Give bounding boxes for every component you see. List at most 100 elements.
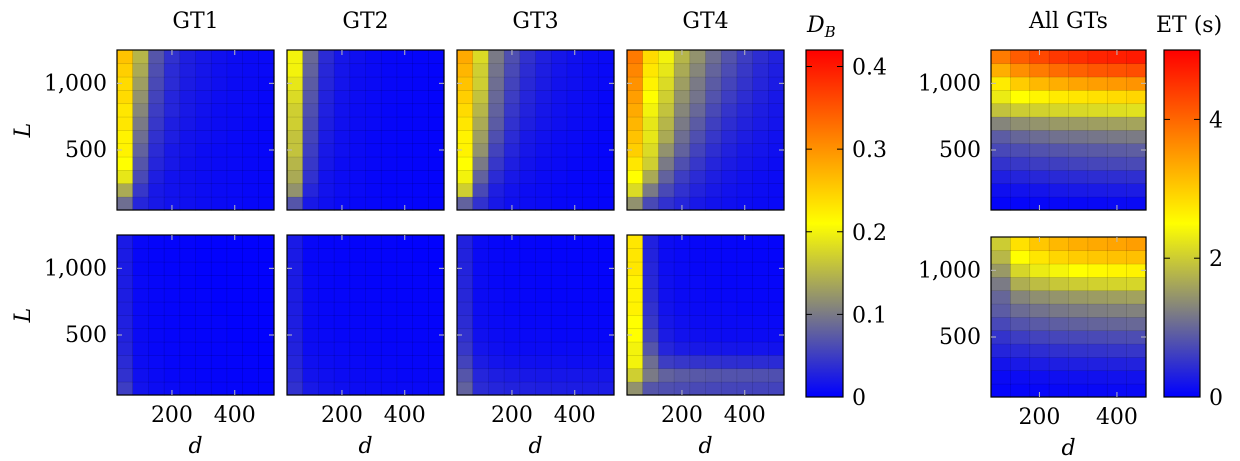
heatmap-cell — [349, 169, 367, 185]
heatmap-cell — [689, 183, 707, 198]
heatmap-cell — [412, 183, 430, 198]
heatmap-cell — [1010, 316, 1031, 332]
heatmap-cell — [626, 196, 644, 211]
heatmap-cell — [163, 354, 181, 370]
heatmap-cell — [752, 354, 769, 370]
heatmap-cell — [380, 103, 398, 118]
heatmap-cell — [210, 248, 228, 263]
heatmap-cell — [456, 381, 474, 396]
heatmap-cell — [456, 314, 474, 330]
heatmap-cell — [1068, 76, 1089, 91]
heatmap-cell — [380, 261, 398, 276]
heatmap-cell — [673, 89, 691, 105]
heatmap-cell — [736, 169, 754, 185]
heatmap-cell — [226, 116, 244, 131]
heatmap-cell — [257, 341, 275, 356]
heatmap-cell — [396, 143, 414, 158]
heatmap-cell — [597, 169, 615, 185]
heatmap-cell — [720, 116, 738, 131]
heatmap-cell — [226, 314, 244, 330]
heatmap-cell — [132, 341, 150, 356]
x-axis-label: d — [698, 434, 712, 459]
heatmap-cell — [503, 116, 521, 131]
heatmap-cell — [396, 76, 414, 91]
heatmap-cell — [503, 341, 521, 356]
heatmap-cell — [689, 156, 707, 171]
heatmap-cell — [396, 314, 414, 330]
heatmap-cell — [752, 129, 769, 145]
heatmap-cell — [396, 183, 414, 198]
colorbar-tick-label: 0 — [852, 386, 866, 411]
heatmap-cell — [535, 103, 552, 118]
heatmap-cell — [148, 103, 165, 118]
heatmap-cell — [503, 143, 521, 158]
heatmap-cell — [286, 314, 304, 330]
heatmap-cell — [163, 76, 181, 91]
heatmap-cell — [736, 183, 754, 198]
heatmap-cell — [179, 156, 197, 171]
heatmap-cell — [1010, 183, 1031, 198]
heatmap-cell — [550, 116, 568, 131]
heatmap-cell — [1087, 169, 1108, 185]
heatmap-cell — [396, 354, 414, 370]
heatmap-cell — [488, 248, 505, 263]
heatmap-cell — [132, 328, 150, 343]
heatmap-cell — [427, 301, 445, 316]
heatmap-cell — [318, 301, 335, 316]
heatmap-cell — [736, 301, 754, 316]
heatmap-cell — [286, 274, 304, 290]
heatmap-cell — [519, 381, 537, 396]
heatmap-cell — [427, 183, 445, 198]
heatmap-cell — [705, 354, 722, 370]
heatmap-cell — [626, 248, 644, 263]
heatmap-cell — [1126, 169, 1147, 185]
heatmap-cell — [535, 129, 552, 145]
panel-frame — [456, 49, 615, 211]
heatmap-cell — [132, 156, 150, 171]
heatmap-cell — [550, 341, 568, 356]
heatmap-cell — [365, 288, 382, 303]
heatmap-cell — [642, 103, 660, 118]
heatmap-cell — [582, 381, 599, 396]
heatmap-cell — [195, 196, 212, 211]
heatmap-cell — [163, 301, 181, 316]
heatmap-cell — [380, 354, 398, 370]
heatmap-cell — [582, 368, 599, 383]
heatmap-cell — [503, 274, 521, 290]
heatmap-cell — [990, 103, 1012, 118]
heatmap-cell — [396, 63, 414, 78]
heatmap-cell — [658, 314, 675, 330]
heatmap-cell — [582, 129, 599, 145]
heatmap-cell — [349, 274, 367, 290]
heatmap-cell — [257, 381, 275, 396]
heatmap-cell — [1106, 129, 1128, 145]
y-tick-label: 1,000 — [918, 71, 981, 96]
heatmap-cell — [472, 103, 490, 118]
heatmap-cell — [689, 129, 707, 145]
heatmap-cell — [550, 89, 568, 105]
heatmap-cell — [626, 63, 644, 78]
heatmap-cell — [642, 341, 660, 356]
heatmap-cell — [503, 183, 521, 198]
heatmap-cell — [597, 368, 615, 383]
heatmap-cell — [1068, 263, 1089, 278]
heatmap-cell — [286, 301, 304, 316]
heatmap-cell — [456, 103, 474, 118]
heatmap-cell — [365, 156, 382, 171]
heatmap-cell — [365, 76, 382, 91]
heatmap-cell — [1010, 49, 1031, 65]
heatmap-cell — [736, 248, 754, 263]
heatmap-cell — [365, 63, 382, 78]
heatmap-cell — [1029, 263, 1050, 278]
heatmap-cell — [566, 328, 584, 343]
heatmap-cell — [1048, 143, 1070, 158]
heatmap-cell — [752, 196, 769, 211]
heatmap-cell — [519, 234, 537, 250]
heatmap-cell — [582, 314, 599, 330]
heatmap-cell — [488, 328, 505, 343]
heatmap-cell — [1087, 76, 1108, 91]
heatmap-cell — [503, 63, 521, 78]
x-tick-label: 400 — [724, 403, 766, 428]
x-tick-label: 400 — [1096, 405, 1138, 430]
heatmap-cell — [302, 196, 320, 211]
